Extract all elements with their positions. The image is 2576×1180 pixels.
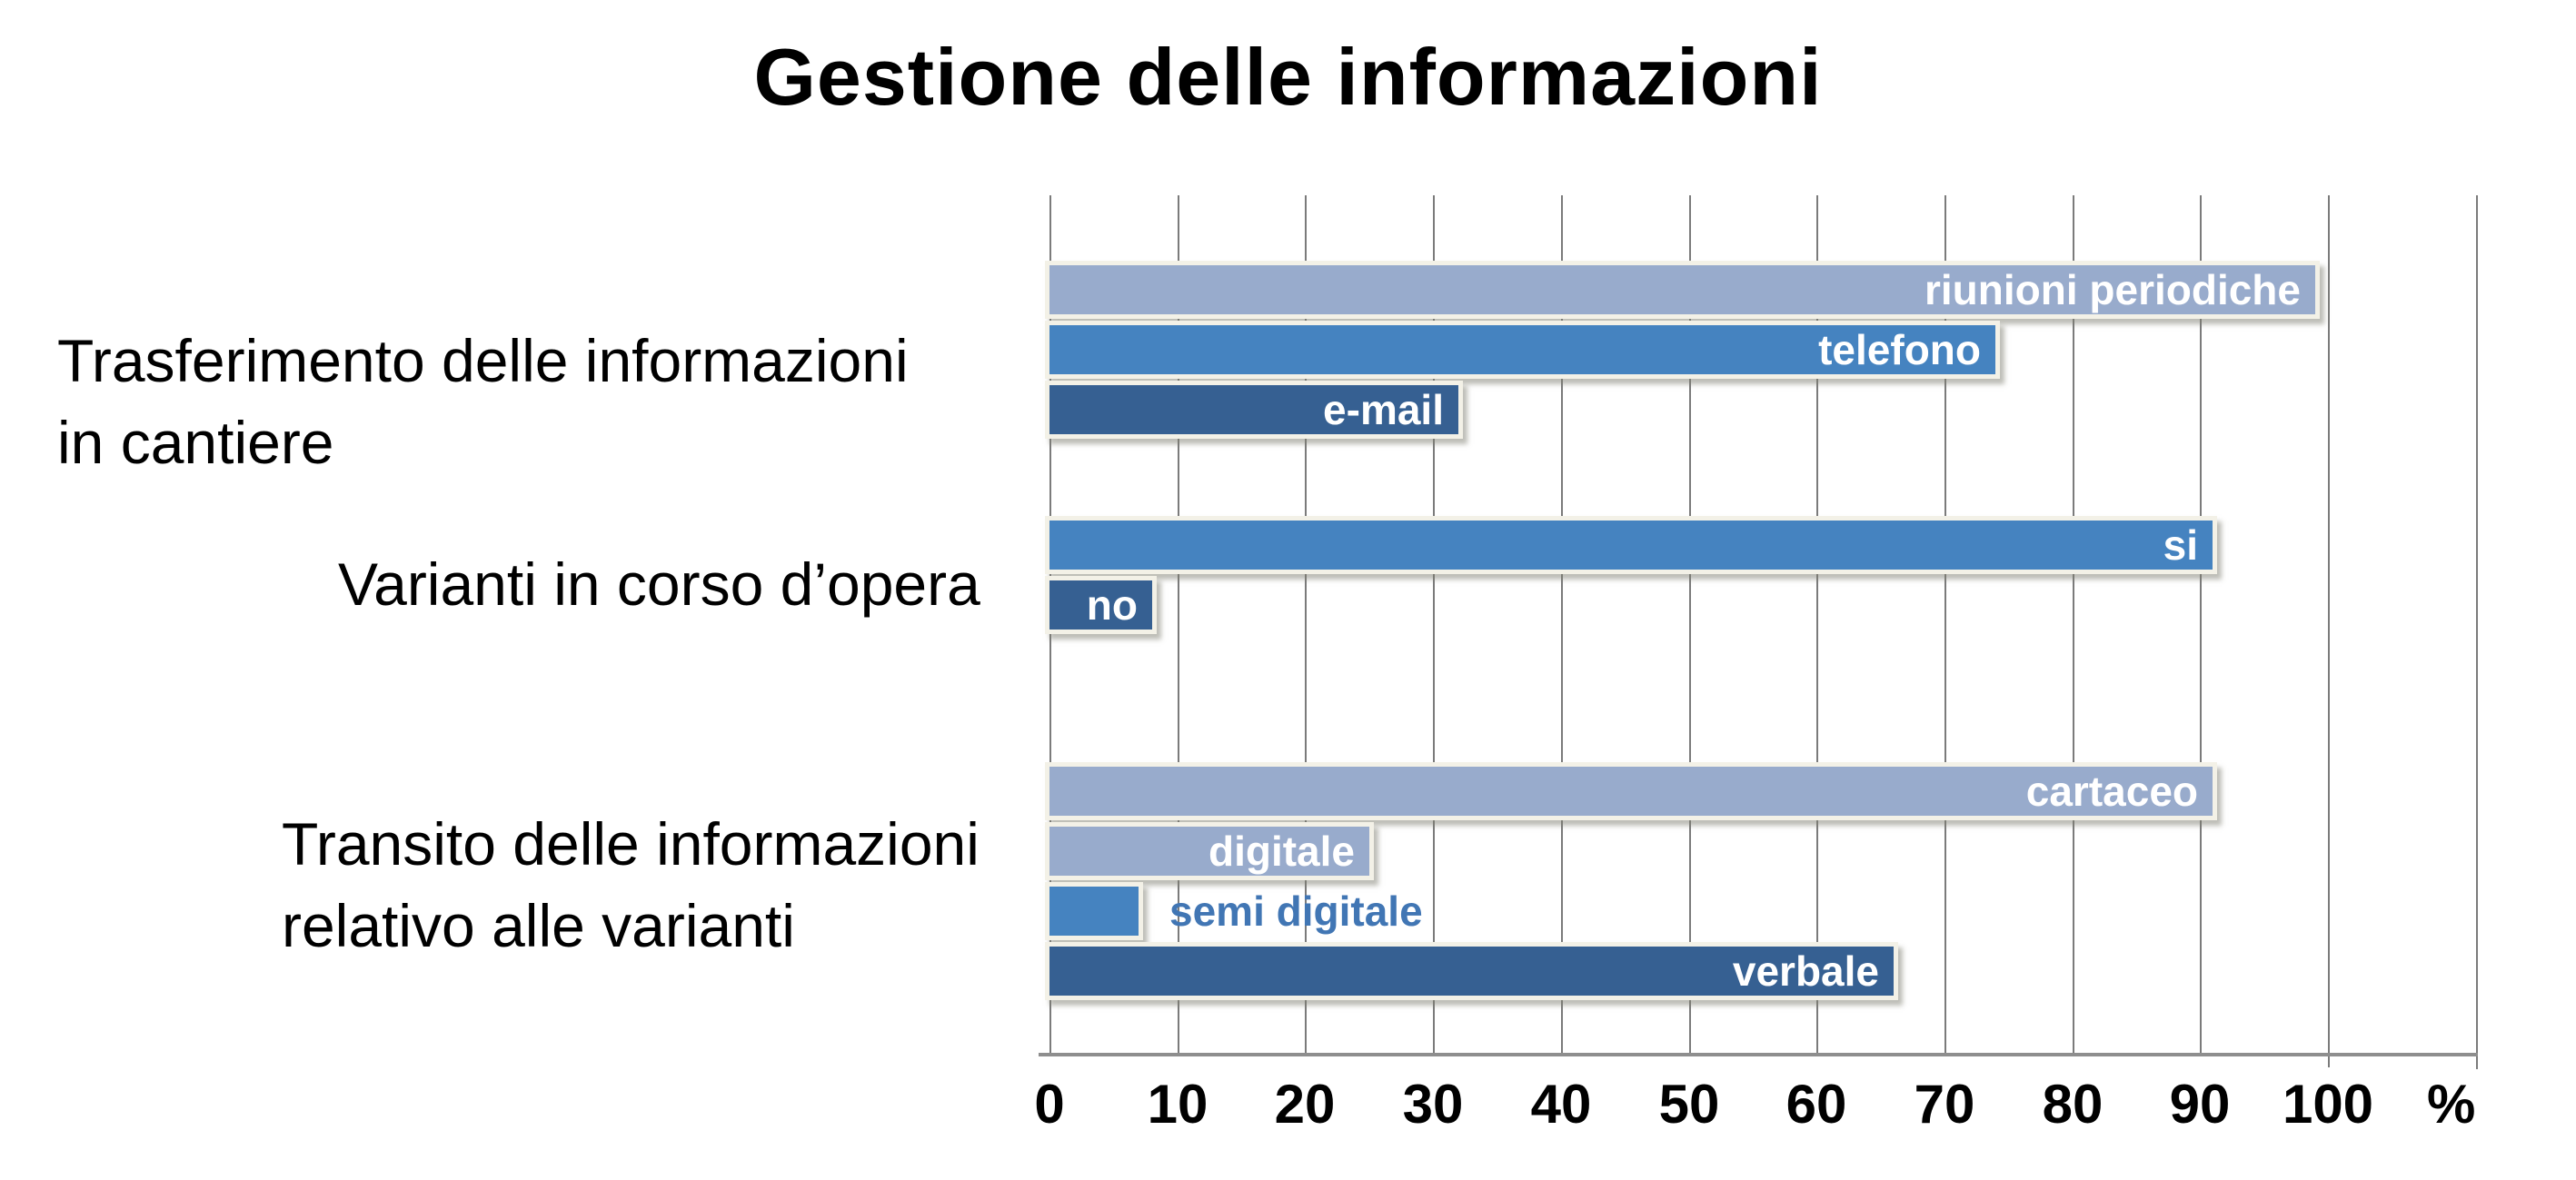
- category-label-2: Varianti in corso d’opera: [338, 543, 980, 625]
- gridline-60: [1816, 195, 1818, 1056]
- bar-verbale: verbale: [1045, 942, 1898, 1000]
- bar-semi-digitale: semi digitale: [1045, 882, 1423, 940]
- bar-value-label-telefono: telefono: [1818, 326, 1981, 373]
- gridline-50: [1689, 195, 1691, 1056]
- bar-value-label-si: si: [2163, 521, 2198, 569]
- x-tick-label-80: 80: [2042, 1074, 2104, 1135]
- bar-value-label-semi-digitale: semi digitale: [1169, 887, 1423, 935]
- bar-cartaceo: cartaceo: [1045, 762, 2217, 820]
- x-tick-label-50: 50: [1658, 1074, 1720, 1135]
- category-label-line: in cantiere: [57, 409, 334, 476]
- category-label-3: Transito delle informazioni relativo alle…: [282, 803, 980, 967]
- bar-value-label-digitale: digitale: [1208, 828, 1355, 875]
- bar-value-label-riunioni-periodiche: riunioni periodiche: [1924, 266, 2301, 313]
- category-label-line: Transito delle informazioni: [282, 810, 980, 878]
- x-tick-label-20: 20: [1274, 1074, 1336, 1135]
- gridline-90: [2200, 195, 2202, 1056]
- gridline-10: [1178, 195, 1179, 1056]
- bar-riunioni-periodiche: riunioni periodiche: [1045, 261, 2320, 319]
- x-tick-label-90: 90: [2169, 1074, 2231, 1135]
- bar-e-mail: e-mail: [1045, 381, 1463, 439]
- bar-value-label-verbale: verbale: [1732, 947, 1879, 995]
- gridline-70: [1944, 195, 1946, 1056]
- category-label-line: relativo alle varianti: [282, 892, 795, 959]
- plot-right-border: [2476, 195, 2478, 1069]
- plot-area: riunioni periodiche telefono e-mail si no car…: [1034, 195, 2478, 1135]
- bar-value-label-no: no: [1086, 581, 1138, 629]
- category-label-1: Trasferimento delle informazioni in canti…: [57, 320, 909, 483]
- x-axis-unit-label: %: [2427, 1074, 2476, 1135]
- category-label-line: Varianti in corso d’opera: [338, 550, 980, 618]
- gridline-30: [1433, 195, 1435, 1056]
- bar-si: si: [1045, 516, 2217, 574]
- x-tick-label-100: 100: [2282, 1074, 2374, 1135]
- bar-value-label-e-mail: e-mail: [1323, 386, 1444, 433]
- x-axis-tick-100: [2328, 1056, 2330, 1067]
- x-axis-line: [1039, 1053, 2478, 1056]
- gridline-100: [2328, 195, 2330, 1056]
- bar-telefono: telefono: [1045, 321, 2000, 379]
- gridline-40: [1561, 195, 1563, 1056]
- x-tick-label-0: 0: [1034, 1074, 1065, 1135]
- x-tick-label-70: 70: [1914, 1074, 1975, 1135]
- category-label-line: Trasferimento delle informazioni: [57, 327, 909, 394]
- gridline-80: [2073, 195, 2074, 1056]
- bar-no: no: [1045, 576, 1157, 634]
- x-tick-label-40: 40: [1530, 1074, 1592, 1135]
- bar-value-label-cartaceo: cartaceo: [2025, 768, 2198, 815]
- gridline-20: [1305, 195, 1307, 1056]
- x-tick-label-60: 60: [1785, 1074, 1847, 1135]
- chart-title: Gestione delle informazioni: [753, 32, 1823, 122]
- bar-digitale: digitale: [1045, 822, 1374, 880]
- x-tick-label-10: 10: [1147, 1074, 1208, 1135]
- x-tick-label-30: 30: [1402, 1074, 1464, 1135]
